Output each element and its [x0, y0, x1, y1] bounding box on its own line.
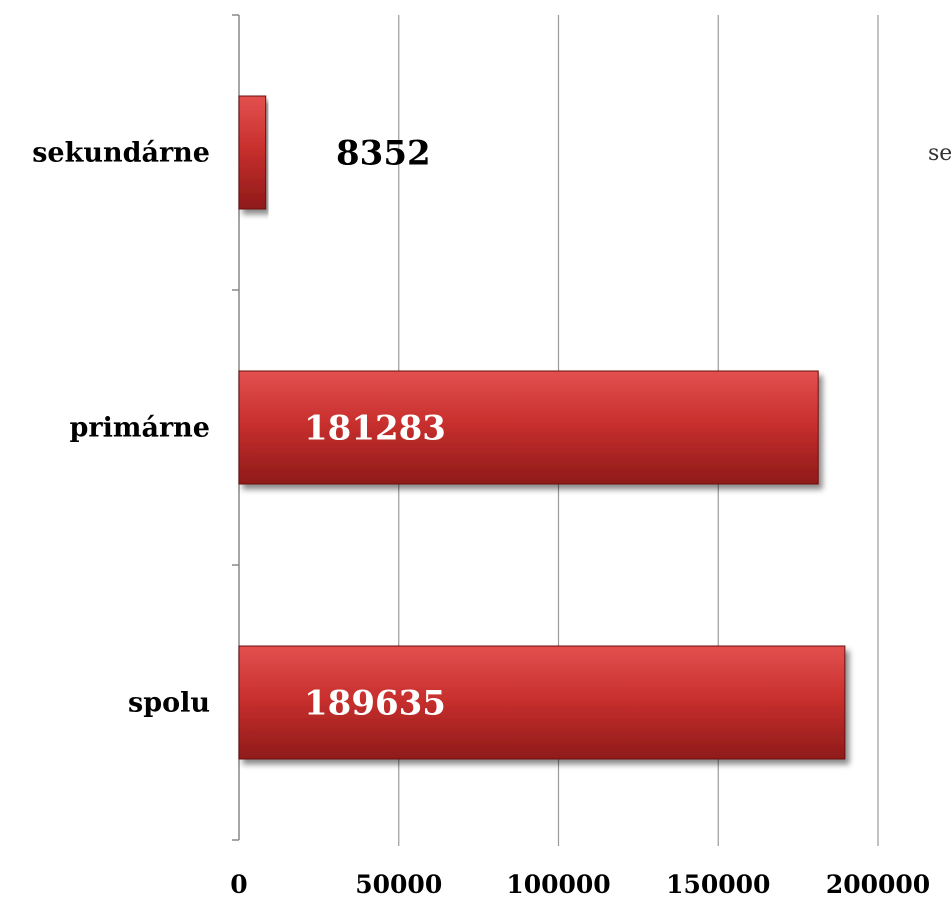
category-axis [232, 14, 240, 841]
edge-text-fragment: se [928, 141, 951, 166]
bar [238, 370, 819, 485]
category-label: primárne [70, 413, 210, 444]
category-label: spolu [128, 688, 210, 719]
x-tick-label: 150000 [666, 870, 770, 899]
bars [238, 95, 846, 760]
x-tick-label: 50000 [355, 870, 442, 899]
category-labels: sekundárne primárne spolu [32, 138, 210, 719]
x-tick-labels: 0 50000 100000 150000 200000 [230, 870, 930, 899]
bar [238, 645, 846, 760]
data-labels: 8352 181283 189635 [304, 134, 446, 724]
x-tick-label: 200000 [826, 870, 930, 899]
x-tick-label: 0 [230, 870, 247, 899]
data-label: 181283 [304, 409, 446, 449]
x-tick-label: 100000 [506, 870, 610, 899]
bar [238, 95, 267, 210]
data-label: 8352 [336, 134, 431, 174]
data-label: 189635 [304, 684, 446, 724]
category-label: sekundárne [32, 138, 210, 169]
